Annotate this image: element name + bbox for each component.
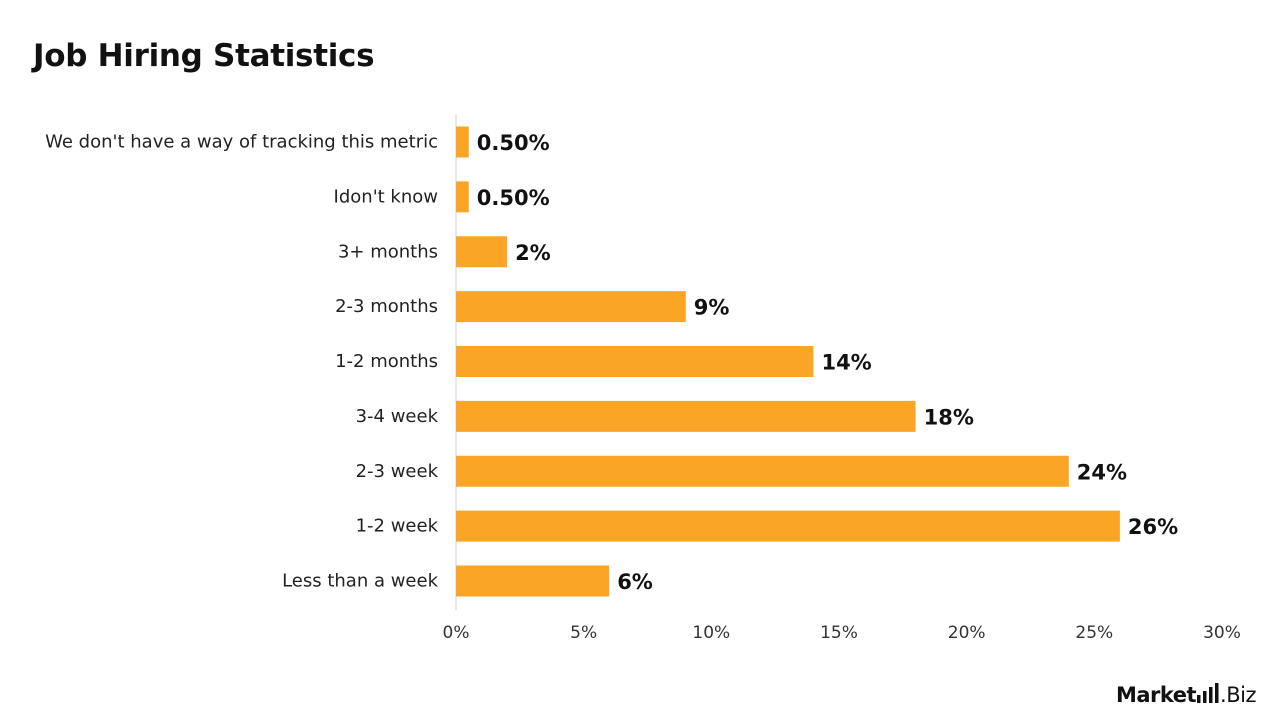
x-tick-label: 30% [1203, 623, 1241, 643]
bar [456, 565, 610, 597]
bar [456, 291, 686, 323]
data-label: 6% [617, 570, 653, 594]
bar [456, 346, 814, 377]
data-labels: 0.50% 0.50% 2% 9% 14% 18% 24% 26% 6% [477, 131, 1178, 594]
x-tick-label: 5% [570, 623, 597, 643]
category-label: Less than a week [282, 571, 439, 592]
category-label: 2-3 week [356, 461, 439, 482]
data-label: 18% [924, 405, 974, 429]
bar [456, 181, 469, 213]
bar [456, 510, 1120, 542]
chart-title: Job Hiring Statistics [33, 38, 375, 74]
market-biz-logo: Market .Biz [1116, 683, 1256, 706]
logo-bars-icon [1197, 683, 1219, 703]
category-label: 3-4 week [356, 406, 439, 427]
bar [456, 126, 469, 158]
x-tick-label: 10% [692, 623, 730, 643]
data-label: 14% [821, 351, 871, 375]
x-axis-ticks: 0% 5% 10% 15% 20% 25% 30% [443, 623, 1241, 643]
x-tick-label: 0% [443, 623, 470, 643]
bar [456, 236, 508, 268]
category-labels: We don't have a way of tracking this met… [45, 132, 438, 592]
category-label: 1-2 months [335, 351, 438, 372]
category-label: 2-3 months [335, 296, 438, 317]
data-label: 26% [1128, 515, 1178, 539]
category-label: 3+ months [338, 241, 438, 262]
data-label: 24% [1077, 460, 1127, 484]
data-label: 0.50% [477, 131, 550, 155]
bar [456, 455, 1069, 487]
data-label: 2% [515, 241, 551, 265]
logo-word: Market [1115, 683, 1197, 707]
category-label: We don't have a way of tracking this met… [45, 132, 438, 153]
data-label: 0.50% [477, 186, 550, 210]
x-tick-label: 15% [820, 623, 858, 643]
bar [456, 400, 916, 432]
category-label: 1-2 week [356, 516, 439, 537]
bars-layer [456, 126, 1120, 597]
data-label: 9% [694, 296, 730, 320]
x-tick-label: 20% [948, 623, 986, 643]
category-label: Idon't know [334, 186, 438, 207]
logo-suffix: .Biz [1220, 683, 1256, 707]
x-tick-label: 25% [1075, 623, 1113, 643]
